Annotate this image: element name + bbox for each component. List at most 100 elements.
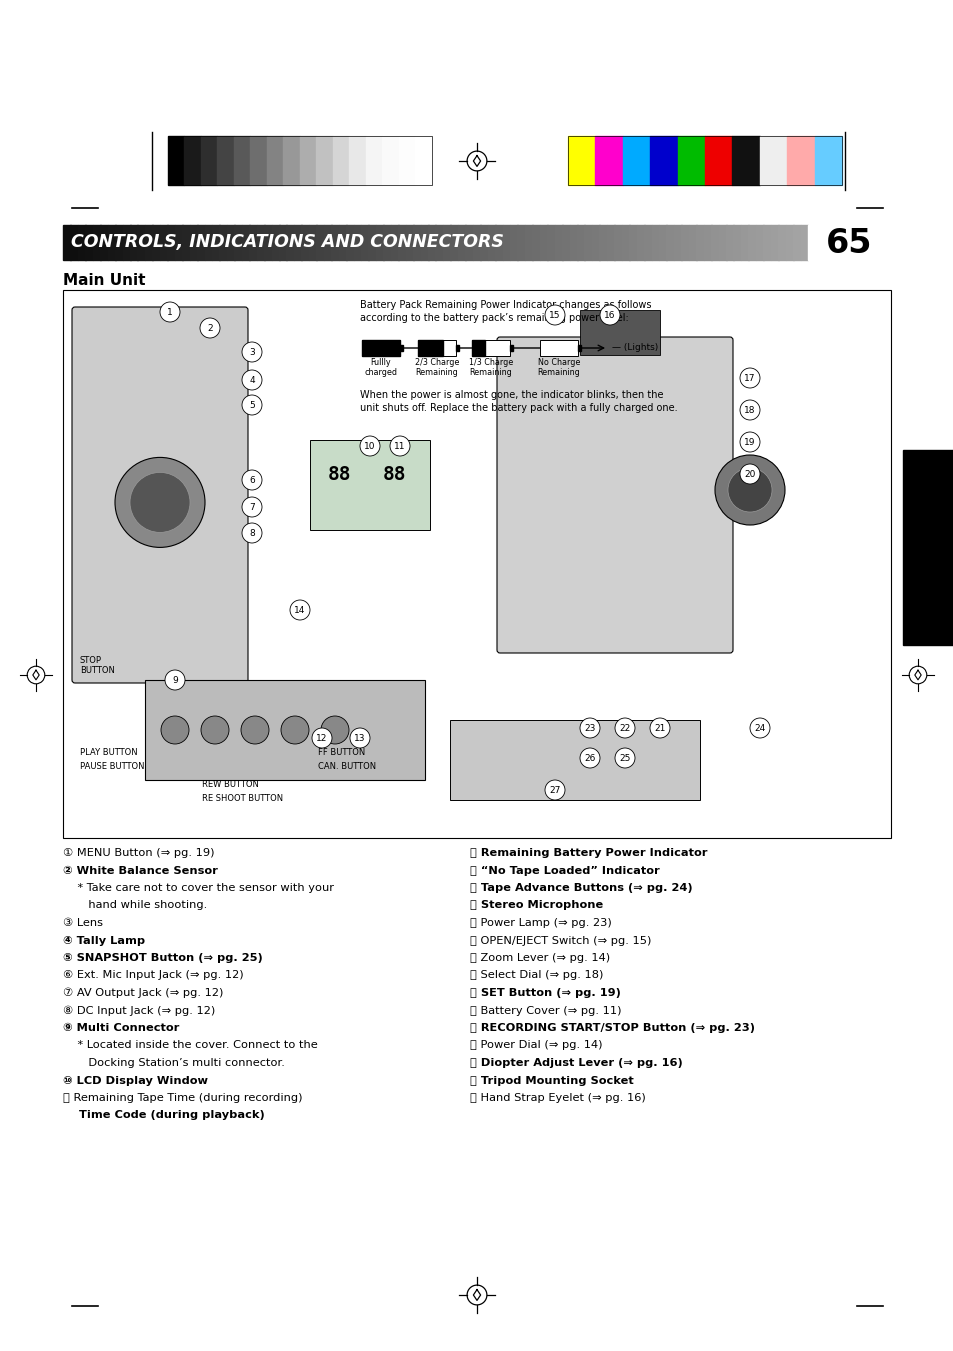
Bar [696, 226, 703, 259]
Text: — (Lights): — (Lights) [612, 343, 658, 353]
Circle shape [242, 523, 262, 543]
Bar [338, 226, 346, 259]
FancyBboxPatch shape [497, 336, 732, 653]
Text: CAN. BUTTON: CAN. BUTTON [317, 762, 375, 771]
Bar [517, 226, 525, 259]
Bar [383, 226, 391, 259]
Bar [747, 226, 756, 259]
Bar [294, 226, 301, 259]
Bar [510, 345, 513, 351]
Circle shape [714, 455, 784, 526]
Circle shape [544, 305, 564, 326]
Text: 19: 19 [743, 438, 755, 447]
Bar [680, 226, 689, 259]
Bar [267, 136, 283, 185]
Bar [759, 136, 786, 185]
Bar [539, 226, 547, 259]
Bar [770, 226, 778, 259]
Bar [688, 226, 696, 259]
Text: 15: 15 [549, 311, 560, 320]
Bar [301, 226, 309, 259]
Bar [249, 226, 257, 259]
Text: 9: 9 [172, 676, 177, 685]
Circle shape [165, 670, 185, 690]
Text: 18: 18 [743, 407, 755, 415]
Bar [279, 226, 287, 259]
Circle shape [649, 717, 669, 738]
Bar [778, 226, 785, 259]
Text: ⑶ Power Dial (⇒ pg. 14): ⑶ Power Dial (⇒ pg. 14) [470, 1040, 602, 1051]
Bar [316, 226, 324, 259]
Bar [539, 340, 578, 357]
Text: ③ Lens: ③ Lens [63, 917, 103, 928]
Text: * Take care not to cover the sensor with your: * Take care not to cover the sensor with… [63, 884, 334, 893]
FancyBboxPatch shape [71, 307, 248, 684]
Text: Battery Pack Remaining Power Indicator changes as follows: Battery Pack Remaining Power Indicator c… [359, 300, 651, 309]
Bar [360, 226, 369, 259]
Text: unit shuts off. Replace the battery pack with a fully charged one.: unit shuts off. Replace the battery pack… [359, 403, 677, 413]
Bar [420, 226, 428, 259]
Bar [614, 226, 621, 259]
Text: 6: 6 [249, 476, 254, 485]
Bar [902, 450, 953, 644]
Text: PAUSE BUTTON: PAUSE BUTTON [80, 762, 144, 771]
Bar [361, 340, 399, 357]
Circle shape [130, 473, 190, 532]
Bar [703, 226, 711, 259]
Text: REW BUTTON: REW BUTTON [202, 780, 258, 789]
Bar [800, 226, 807, 259]
Bar [487, 226, 495, 259]
Circle shape [161, 716, 189, 744]
Text: 16: 16 [603, 311, 615, 320]
Bar [217, 136, 233, 185]
Bar [92, 226, 101, 259]
Text: ⑭ Tape Advance Buttons (⇒ pg. 24): ⑭ Tape Advance Buttons (⇒ pg. 24) [470, 884, 692, 893]
Bar [399, 345, 402, 351]
Bar [71, 226, 78, 259]
Bar [405, 226, 414, 259]
Bar [785, 226, 793, 259]
Bar [733, 226, 740, 259]
Text: ⑧ DC Input Jack (⇒ pg. 12): ⑧ DC Input Jack (⇒ pg. 12) [63, 1005, 215, 1016]
Text: ⑪ Remaining Tape Time (during recording): ⑪ Remaining Tape Time (during recording) [63, 1093, 302, 1102]
Text: CONTROLS, INDICATIONS AND CONNECTORS: CONTROLS, INDICATIONS AND CONNECTORS [71, 234, 503, 251]
Bar [145, 226, 152, 259]
Bar [100, 226, 108, 259]
Bar [349, 136, 366, 185]
Text: hand while shooting.: hand while shooting. [63, 901, 207, 911]
Circle shape [579, 748, 599, 767]
Bar [63, 290, 890, 838]
Bar [473, 226, 480, 259]
Bar [256, 226, 264, 259]
Bar [561, 226, 570, 259]
Bar [190, 226, 197, 259]
Bar [650, 136, 677, 185]
Bar [510, 226, 517, 259]
Text: 1/3 Charge
Remaining: 1/3 Charge Remaining [468, 358, 513, 377]
Text: Main Unit: Main Unit [63, 273, 146, 288]
Bar [354, 226, 361, 259]
Bar [160, 226, 168, 259]
Circle shape [160, 303, 180, 322]
Text: 5: 5 [249, 401, 254, 409]
Bar [762, 226, 770, 259]
Bar [167, 226, 175, 259]
Bar [629, 226, 637, 259]
Text: 2: 2 [207, 324, 213, 332]
Circle shape [350, 728, 370, 748]
Circle shape [727, 467, 771, 512]
Bar [442, 226, 451, 259]
Text: 20: 20 [743, 470, 755, 480]
Bar [532, 226, 539, 259]
Text: 12: 12 [316, 734, 327, 743]
Bar [578, 345, 580, 351]
Text: ② White Balance Sensor: ② White Balance Sensor [63, 866, 217, 875]
Bar [299, 136, 316, 185]
Bar [591, 226, 599, 259]
Bar [606, 226, 614, 259]
Bar [457, 226, 465, 259]
Text: 11: 11 [394, 442, 405, 451]
Text: ⑨ Multi Connector: ⑨ Multi Connector [63, 1023, 179, 1034]
Circle shape [242, 370, 262, 390]
Text: 22: 22 [618, 724, 630, 734]
